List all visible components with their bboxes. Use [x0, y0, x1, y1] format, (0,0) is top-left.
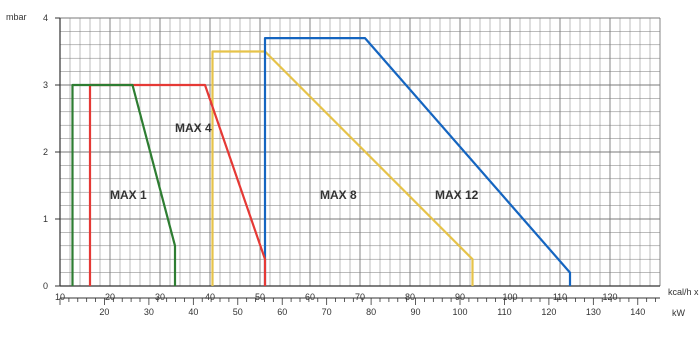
x2-tick-label: 100: [452, 307, 467, 317]
x2-tick-label: 120: [541, 307, 556, 317]
x2-tick-label: 60: [277, 307, 287, 317]
x2-tick-label: 20: [99, 307, 109, 317]
x-tick-label: 90: [455, 292, 465, 302]
y-tick-label: 2: [43, 147, 48, 157]
x2-tick-label: 70: [322, 307, 332, 317]
x2-tick-label: 50: [233, 307, 243, 317]
x2-tick-label: 30: [144, 307, 154, 317]
x-tick-label: 10: [55, 292, 65, 302]
x2-tick-label: 140: [630, 307, 645, 317]
x-tick-label: 50: [255, 292, 265, 302]
x-tick-label: 20: [105, 292, 115, 302]
y-tick-label: 3: [43, 80, 48, 90]
x2-tick-label: 40: [188, 307, 198, 317]
x-tick-label: 80: [405, 292, 415, 302]
x2-tick-label: 130: [586, 307, 601, 317]
x2-tick-label: 80: [366, 307, 376, 317]
series-label-max-1: MAX 1: [110, 188, 147, 202]
series-max-12-outline: [211, 50, 474, 286]
x-tick-label: 60: [305, 292, 315, 302]
x-tick-label: 120: [602, 292, 617, 302]
x-axis-label: kcal/h x 1000: [668, 287, 699, 297]
x2-axis-label: kW: [672, 308, 686, 318]
x2-tick-label: 90: [411, 307, 421, 317]
series-max-1-outline: [71, 83, 177, 286]
x-tick-label: 30: [155, 292, 165, 302]
series-max-4-outline: [88, 83, 267, 286]
series-label-max-8: MAX 8: [320, 188, 357, 202]
series-labels: MAX 1 MAX 4 MAX 8 MAX 12: [110, 121, 479, 202]
x-tick-label: 100: [502, 292, 517, 302]
x2-tick-label: 110: [497, 307, 511, 317]
x-tick-label: 110: [553, 292, 567, 302]
y-tick-label: 0: [43, 281, 48, 291]
series-label-max-4: MAX 4: [175, 121, 212, 135]
y-axis-label: mbar: [6, 12, 27, 22]
grid: [59, 17, 661, 287]
y-tick-label: 1: [43, 214, 48, 224]
series-layer: [71, 36, 572, 286]
series-max-8-outline: [263, 36, 572, 286]
y-tick-label: 4: [43, 13, 48, 23]
x-tick-label: 40: [205, 292, 215, 302]
x-tick-label: 70: [355, 292, 365, 302]
series-label-max-12: MAX 12: [435, 188, 479, 202]
